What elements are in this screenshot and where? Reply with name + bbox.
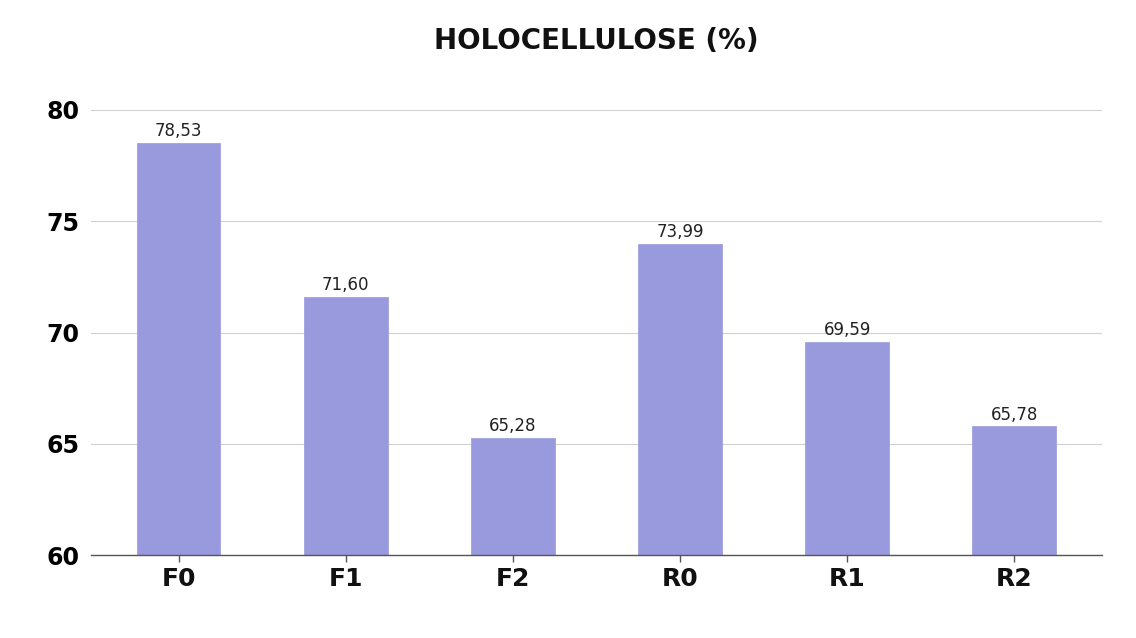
Text: 71,60: 71,60 (321, 276, 369, 294)
Bar (805, 341, 888, 555)
Text: 73,99: 73,99 (657, 223, 703, 241)
Text: 65,28: 65,28 (490, 417, 536, 435)
Bar (136, 143, 220, 555)
Text: 78,53: 78,53 (154, 122, 202, 140)
Text: 69,59: 69,59 (824, 321, 871, 339)
Bar (304, 297, 387, 555)
Bar (638, 244, 721, 555)
Title: HOLOCELLULOSE (%): HOLOCELLULOSE (%) (434, 27, 759, 55)
Bar (471, 438, 554, 555)
Text: 65,78: 65,78 (991, 406, 1038, 424)
Bar (972, 426, 1056, 555)
